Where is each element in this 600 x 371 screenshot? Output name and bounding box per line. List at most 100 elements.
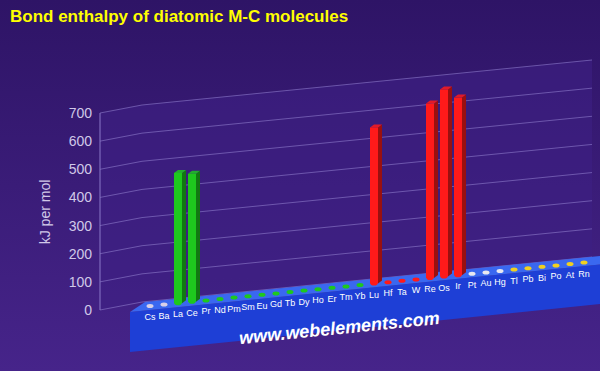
category-dot xyxy=(553,263,560,267)
grid-line xyxy=(100,116,592,169)
bar-front xyxy=(174,173,182,303)
category-label: Au xyxy=(480,278,491,288)
bar xyxy=(426,101,438,278)
chart: 0 100 200 300 400 500 600 700 kJ per mol www.webe… xyxy=(0,0,600,371)
category-dot xyxy=(525,266,532,270)
bar-side xyxy=(378,124,382,283)
category-label: Lu xyxy=(369,290,379,300)
category-label: Er xyxy=(328,294,337,304)
bar-front xyxy=(370,127,378,283)
bar-front xyxy=(188,174,196,302)
tick-label: 300 xyxy=(69,218,93,234)
category-label: Tm xyxy=(340,292,353,302)
category-label: Dy xyxy=(299,297,310,307)
grid-line xyxy=(100,201,592,254)
bar-top xyxy=(426,101,438,104)
category-dot xyxy=(343,284,350,288)
annotation: www.webelements.com xyxy=(238,308,440,348)
category-label: Tb xyxy=(285,298,296,308)
bar-top xyxy=(370,124,382,127)
category-dot xyxy=(399,279,406,283)
bar xyxy=(440,86,452,276)
category-label: Yb xyxy=(354,291,365,301)
grid-line xyxy=(100,88,592,141)
y-axis-label: kJ per mol xyxy=(37,180,53,245)
bars xyxy=(174,86,466,303)
category-label: Ta xyxy=(397,287,407,297)
bar-top xyxy=(454,95,466,98)
category-dot xyxy=(469,272,476,276)
title: Bond enthalpy of diatomic M-C molecules xyxy=(10,7,348,26)
tick-label: 400 xyxy=(69,189,93,205)
category-label: Pm xyxy=(227,304,241,314)
grid-line xyxy=(100,60,592,113)
category-dot xyxy=(315,287,322,291)
category-label: Pt xyxy=(468,280,477,290)
category-dot xyxy=(231,296,238,300)
bar xyxy=(454,95,466,276)
category-dot xyxy=(259,293,266,297)
category-dot xyxy=(413,277,420,281)
floor-band xyxy=(130,265,600,352)
bar xyxy=(370,124,382,283)
category-label: Eu xyxy=(256,301,267,311)
category-label: Cs xyxy=(145,312,156,322)
category-label: Ce xyxy=(186,308,198,318)
category-label: Nd xyxy=(214,305,226,315)
tick-label: 100 xyxy=(69,274,93,290)
bar-top xyxy=(174,170,186,173)
tick-label: 200 xyxy=(69,246,93,262)
category-dot xyxy=(385,280,392,284)
tick-label: 500 xyxy=(69,161,93,177)
tick-label: 0 xyxy=(84,302,92,318)
category-label: Hf xyxy=(384,288,393,298)
category-label: Sm xyxy=(241,302,255,312)
bar-side xyxy=(434,101,438,278)
category-label: La xyxy=(173,309,183,319)
category-label: Ho xyxy=(312,295,324,305)
bar-front xyxy=(454,98,462,276)
category-label: Hg xyxy=(494,277,506,287)
category-label: Re xyxy=(424,284,436,294)
bar xyxy=(174,170,186,303)
grid-line xyxy=(100,173,592,226)
bar-front xyxy=(426,104,434,278)
category-dot xyxy=(287,290,294,294)
bar-top xyxy=(440,86,452,89)
category-dot xyxy=(161,303,168,307)
background xyxy=(0,0,600,371)
category-label: Pr xyxy=(202,306,211,316)
bar xyxy=(188,171,200,302)
category-label: W xyxy=(412,285,421,295)
grid-line xyxy=(100,144,592,197)
category-dot xyxy=(329,286,336,290)
tick-label: 700 xyxy=(69,105,93,121)
category-label: Os xyxy=(438,283,450,293)
category-label: Rn xyxy=(578,269,590,279)
category-label: Po xyxy=(550,271,561,281)
category-dot xyxy=(539,265,546,269)
category-label: Ir xyxy=(455,281,461,291)
category-label: Tl xyxy=(510,276,518,286)
category-dot xyxy=(497,269,504,273)
category-label: Gd xyxy=(270,299,282,309)
bar-side xyxy=(182,170,186,303)
bar-top xyxy=(188,171,200,174)
category-dot xyxy=(273,291,280,295)
category-label: Bi xyxy=(538,273,546,283)
bar-side xyxy=(462,95,466,276)
category-dot xyxy=(245,294,252,298)
category-dot xyxy=(301,289,308,293)
category-dot xyxy=(567,262,574,266)
category-dot xyxy=(203,298,210,302)
category-label: At xyxy=(566,270,575,280)
category-dot xyxy=(581,261,588,265)
category-dot xyxy=(483,270,490,274)
category-dot xyxy=(147,304,154,308)
category-dot xyxy=(511,268,518,272)
bar-front xyxy=(440,89,448,276)
bar-side xyxy=(196,171,200,302)
tick-label: 600 xyxy=(69,133,93,149)
category-dot xyxy=(217,297,224,301)
bar-side xyxy=(448,86,452,276)
